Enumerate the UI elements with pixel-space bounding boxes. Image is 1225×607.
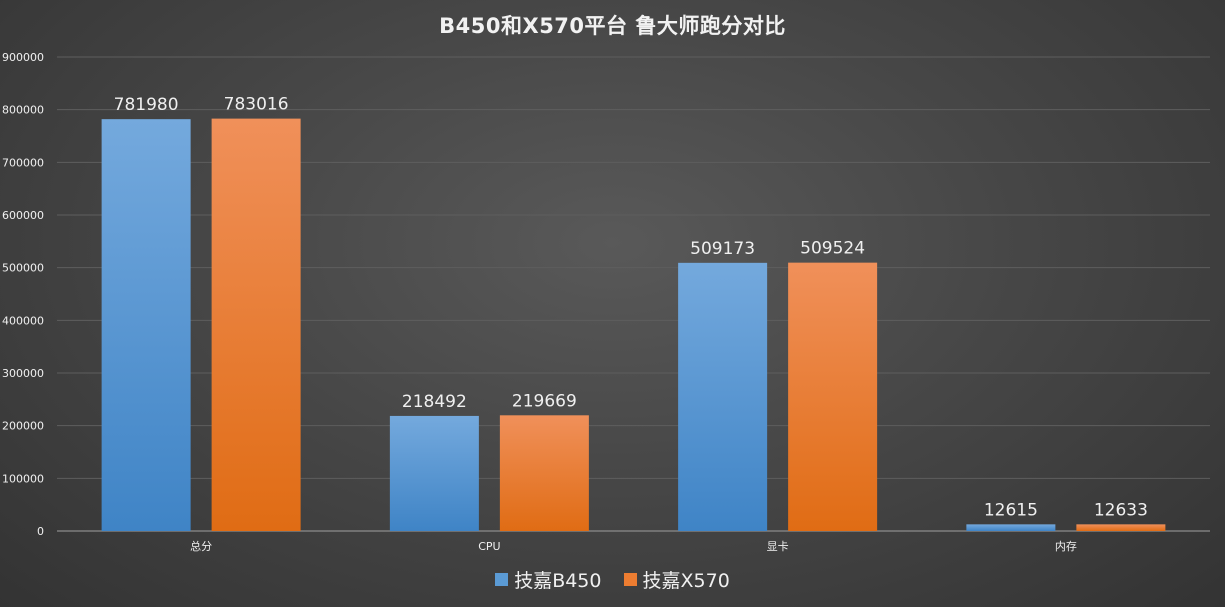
x-tick-label: CPU xyxy=(478,540,500,553)
x-tick-label: 内存 xyxy=(1055,539,1077,553)
legend-item-series-1: 技嘉X570 xyxy=(623,566,730,593)
bar-1-3 xyxy=(1076,524,1166,531)
legend: 技嘉B450 技嘉X570 xyxy=(0,566,1225,593)
data-label: 781980 xyxy=(114,95,179,115)
chart-title: B450和X570平台 鲁大师跑分对比 xyxy=(439,14,786,38)
legend-item-series-0: 技嘉B450 xyxy=(495,566,602,593)
data-label: 509173 xyxy=(690,239,755,259)
y-tick-label: 500000 xyxy=(2,262,44,275)
data-label: 12633 xyxy=(1094,500,1148,520)
data-label: 783016 xyxy=(224,95,289,115)
y-tick-label: 800000 xyxy=(2,104,44,117)
y-tick-label: 900000 xyxy=(2,51,44,64)
bar-1-2 xyxy=(788,262,878,531)
bar-1-1 xyxy=(499,415,589,531)
y-tick-label: 100000 xyxy=(2,472,44,485)
bar-1-0 xyxy=(211,118,301,531)
x-tick-label: 显卡 xyxy=(767,540,789,553)
y-tick-label: 400000 xyxy=(2,314,44,327)
bar-0-3 xyxy=(966,524,1056,531)
data-label: 219669 xyxy=(512,391,577,411)
legend-swatch-series-1 xyxy=(623,573,637,586)
y-tick-label: 600000 xyxy=(2,209,44,222)
data-label: 12615 xyxy=(984,500,1038,520)
bar-0-0 xyxy=(101,119,191,532)
legend-swatch-series-0 xyxy=(495,573,509,586)
x-tick-label: 总分 xyxy=(190,539,212,553)
bar-0-1 xyxy=(389,415,479,531)
legend-label-series-0: 技嘉B450 xyxy=(514,570,602,592)
y-tick-label: 700000 xyxy=(2,156,44,169)
data-label: 218492 xyxy=(402,392,467,412)
y-tick-label: 0 xyxy=(37,525,44,538)
data-label: 509524 xyxy=(800,239,865,259)
y-tick-label: 200000 xyxy=(2,420,44,433)
bar-0-2 xyxy=(678,262,768,531)
y-tick-label: 300000 xyxy=(2,367,44,380)
legend-label-series-1: 技嘉X570 xyxy=(642,570,730,592)
